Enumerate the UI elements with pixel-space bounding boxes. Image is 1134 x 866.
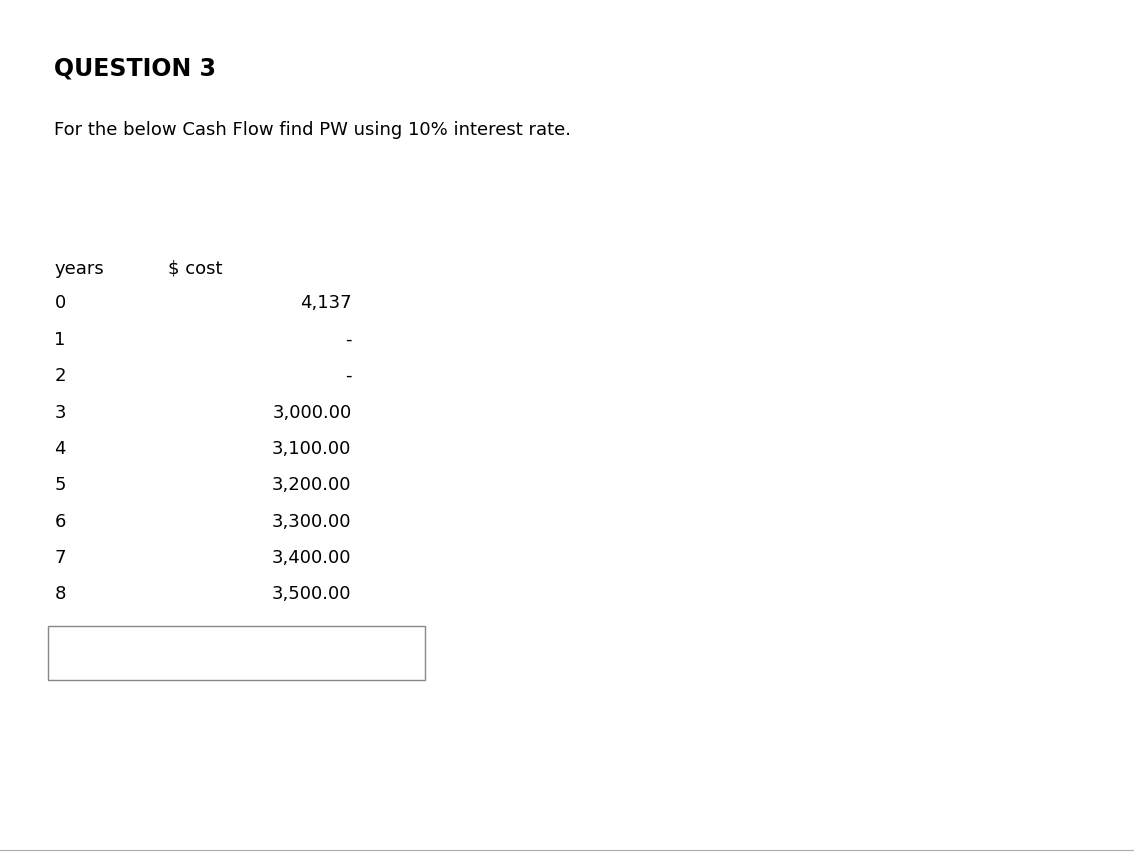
Text: 5: 5 xyxy=(54,476,66,494)
Text: 3,100.00: 3,100.00 xyxy=(272,440,352,458)
Text: -: - xyxy=(345,331,352,349)
Text: 7: 7 xyxy=(54,549,66,567)
Text: 4,137: 4,137 xyxy=(299,294,352,313)
Text: $ cost: $ cost xyxy=(168,260,222,278)
Text: 8: 8 xyxy=(54,585,66,604)
Text: 3,300.00: 3,300.00 xyxy=(272,513,352,531)
Bar xyxy=(48,626,425,680)
Text: 1: 1 xyxy=(54,331,66,349)
Text: 3: 3 xyxy=(54,404,66,422)
Text: 3,000.00: 3,000.00 xyxy=(272,404,352,422)
Text: QUESTION 3: QUESTION 3 xyxy=(54,56,217,81)
Text: For the below Cash Flow find PW using 10% interest rate.: For the below Cash Flow find PW using 10… xyxy=(54,121,572,139)
Text: 3,200.00: 3,200.00 xyxy=(272,476,352,494)
Text: 4: 4 xyxy=(54,440,66,458)
Text: years: years xyxy=(54,260,104,278)
Text: 2: 2 xyxy=(54,367,66,385)
Text: 6: 6 xyxy=(54,513,66,531)
Text: 3,400.00: 3,400.00 xyxy=(272,549,352,567)
Text: 3,500.00: 3,500.00 xyxy=(272,585,352,604)
Text: -: - xyxy=(345,367,352,385)
Text: 0: 0 xyxy=(54,294,66,313)
